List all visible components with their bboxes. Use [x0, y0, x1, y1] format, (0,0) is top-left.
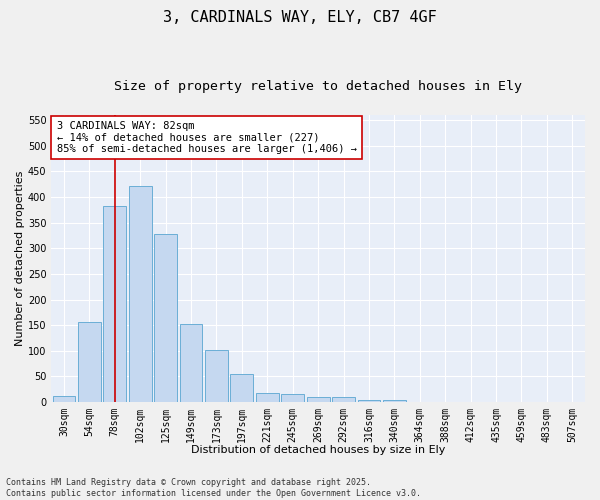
Bar [281, 394, 304, 402]
Y-axis label: Number of detached properties: Number of detached properties [15, 171, 25, 346]
Bar [383, 400, 406, 402]
Text: Contains HM Land Registry data © Crown copyright and database right 2025.
Contai: Contains HM Land Registry data © Crown c… [6, 478, 421, 498]
Bar [179, 324, 202, 402]
Text: 3, CARDINALS WAY, ELY, CB7 4GF: 3, CARDINALS WAY, ELY, CB7 4GF [163, 10, 437, 25]
Bar [358, 400, 380, 402]
X-axis label: Distribution of detached houses by size in Ely: Distribution of detached houses by size … [191, 445, 445, 455]
Bar [256, 393, 279, 402]
Bar [129, 186, 152, 402]
Bar [53, 396, 76, 402]
Bar [154, 234, 177, 402]
Title: Size of property relative to detached houses in Ely: Size of property relative to detached ho… [114, 80, 522, 93]
Bar [332, 398, 355, 402]
Bar [103, 206, 126, 402]
Bar [307, 398, 329, 402]
Bar [78, 322, 101, 402]
Bar [205, 350, 228, 402]
Bar [230, 374, 253, 402]
Text: 3 CARDINALS WAY: 82sqm
← 14% of detached houses are smaller (227)
85% of semi-de: 3 CARDINALS WAY: 82sqm ← 14% of detached… [56, 120, 356, 154]
